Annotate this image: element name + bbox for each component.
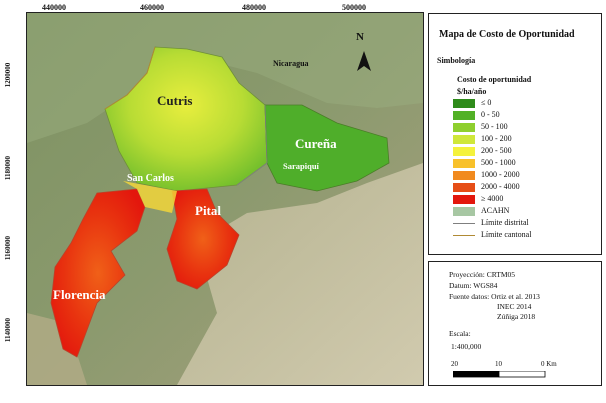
x-tick-label: 440000 [42,3,66,12]
projection-text: Proyección: CRTM05 [449,270,516,279]
legend-class-label: 100 - 200 [481,134,512,143]
place-label-nicaragua: Nicaragua [273,59,309,68]
curena-district [264,104,390,192]
legend-swatch [453,135,475,144]
legend-swatch [453,147,475,156]
legend-class-label: 2000 - 4000 [481,182,520,191]
legend-swatch [453,99,475,108]
place-label-curena: Cureña [295,136,337,151]
legend-title: Mapa de Costo de Oportunidad [439,29,575,40]
legend-class-label: 50 - 100 [481,122,508,131]
legend-class-row: 1000 - 2000 [453,170,593,182]
transition-zone [123,181,177,213]
legend-class-row: ACAHN [453,206,593,218]
x-tick-label: 500000 [342,3,366,12]
legend-swatch [453,195,475,204]
place-label-pital: Pital [195,203,221,218]
x-tick-label: 460000 [140,3,164,12]
sources-text: Fuente datos: Ortiz et al. 2013 [449,292,540,301]
nicaragua-area [27,13,423,143]
scale-tick-label: 0 Km [541,360,557,368]
y-tick-label: 1140000 [4,317,12,343]
datum-text: Datum: WGS84 [449,281,498,290]
legend-class-label: 0 - 50 [481,110,500,119]
map-frame: N Nicaragua Cutris Cureña Sarapiquí San … [26,12,424,386]
y-tick-label: 1200000 [4,62,12,88]
legend-class-label: ≤ 0 [481,98,492,107]
north-arrow-icon [357,51,371,71]
scale-value: 1:400,000 [451,342,482,351]
legend-class-label: ≥ 4000 [481,194,504,203]
legend-swatch [453,183,475,192]
place-label-sarapiqui: Sarapiquí [283,161,319,171]
legend-line-symbol [453,235,475,236]
legend-class-row: 50 - 100 [453,122,593,134]
legend-class-row: ≤ 0 [453,98,593,110]
legend-class-label: 500 - 1000 [481,158,516,167]
legend-variable: Costo de oportunidad [457,75,532,84]
legend-class-row: 100 - 200 [453,134,593,146]
y-tick-label: 1180000 [4,155,12,181]
legend-line-label: Límite distrital [481,218,529,227]
mountain-relief [177,163,423,385]
legend-units: $/ha/año [457,87,487,96]
florencia-zone [50,188,146,358]
legend-line-symbol [453,223,475,224]
legend-class-label: 200 - 500 [481,146,512,155]
x-tick-label: 480000 [242,3,266,12]
north-label: N [356,31,364,43]
legend-swatch [453,207,475,216]
legend-class-row: ≥ 4000 [453,194,593,206]
legend-swatch [453,159,475,168]
y-tick-label: 1160000 [4,235,12,261]
district-boundary [236,104,268,186]
legend-class-row: 2000 - 4000 [453,182,593,194]
info-panel: Proyección: CRTM05 Datum: WGS84 Fuente d… [428,261,602,386]
legend-class-label: 1000 - 2000 [481,170,520,179]
scale-bar [453,371,546,378]
place-label-florencia: Florencia [53,287,106,302]
scale-label: Escala: [449,329,471,338]
legend-class-row: 0 - 50 [453,110,593,122]
legend-line-row: Límite distrital [453,218,593,230]
legend-swatch [453,123,475,132]
place-label-san-carlos: San Carlos [127,173,174,184]
legend-panel: Mapa de Costo de Oportunidad Simbología … [428,13,602,255]
legend-class-row: 500 - 1000 [453,158,593,170]
scale-tick-label: 10 [495,360,502,368]
legend-swatch [453,171,475,180]
sources-text: INEC 2014 [497,302,532,311]
scale-tick-label: 20 [451,360,458,368]
place-label-cutris: Cutris [157,93,193,108]
canton-boundary [104,46,156,110]
legend-line-row: Límite cantonal [453,230,593,242]
mountain-relief [27,313,87,385]
legend-class-row: 200 - 500 [453,146,593,158]
legend-line-label: Límite cantonal [481,230,532,239]
legend-subtitle: Simbología [437,56,476,65]
pital-zone [166,188,240,290]
legend-swatch [453,111,475,120]
sources-text: Zúñiga 2018 [497,312,536,321]
map-canvas [27,13,423,385]
legend-class-label: ACAHN [481,206,510,215]
